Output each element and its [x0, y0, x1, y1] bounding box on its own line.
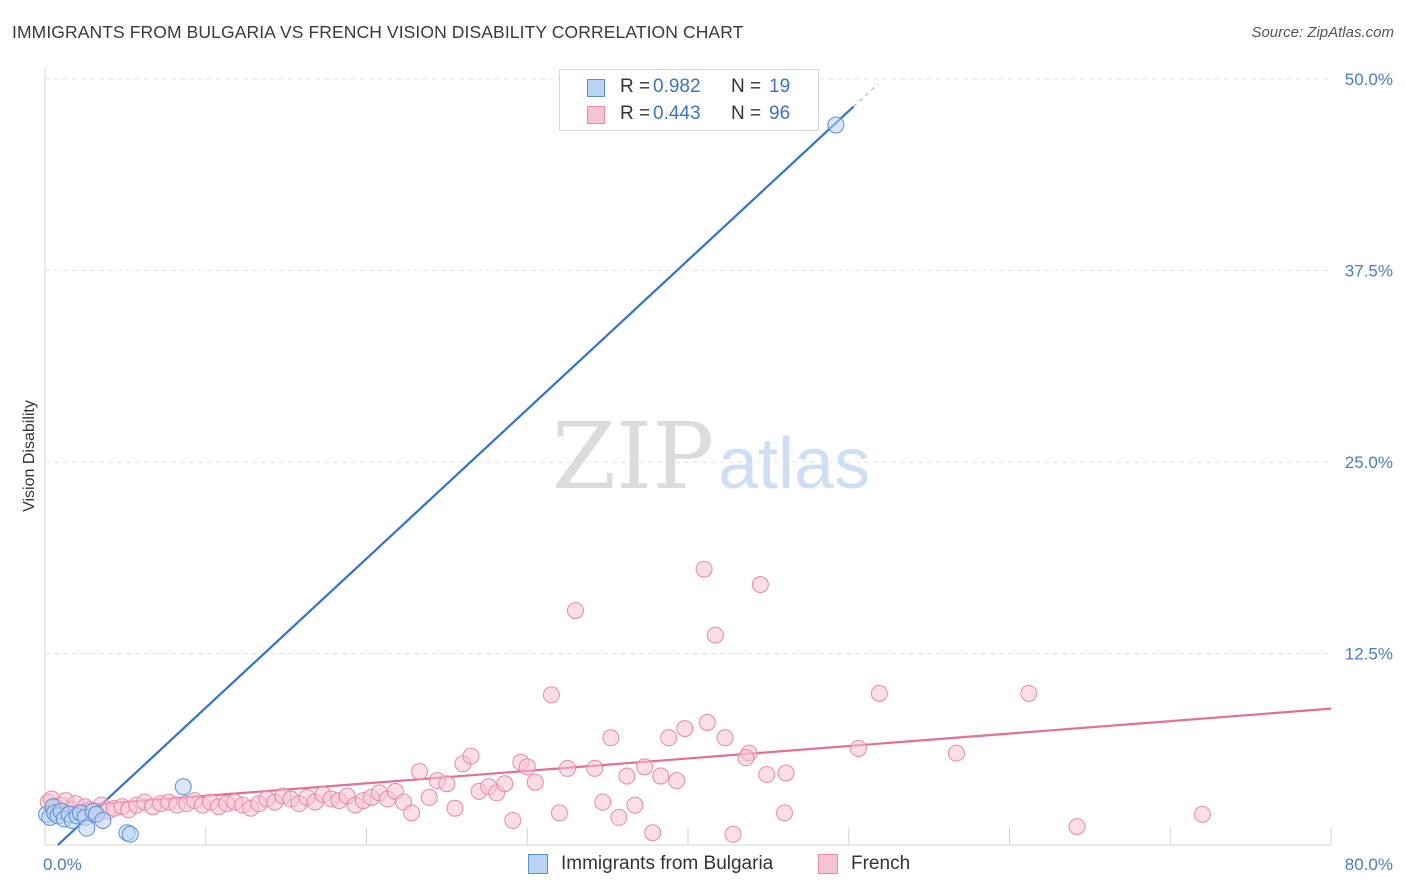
chart-title: IMMIGRANTS FROM BULGARIA VS FRENCH VISIO… — [12, 22, 744, 42]
point-bulgaria — [827, 116, 845, 134]
point-french — [751, 576, 769, 594]
point-french — [462, 747, 480, 765]
legend-n-label: N = — [731, 103, 762, 124]
point-french — [518, 758, 536, 776]
legend-r-value: 0.443 — [653, 103, 701, 124]
point-french — [550, 804, 568, 822]
legend-row-bulgaria: R = 0.982 N = 19 — [560, 74, 818, 100]
y-tick-label: 25.0% — [1345, 453, 1393, 472]
point-french — [660, 729, 678, 747]
point-bulgaria — [94, 811, 112, 829]
point-french — [446, 799, 464, 817]
point-french — [1193, 805, 1211, 823]
point-french — [1068, 818, 1086, 836]
point-bulgaria — [121, 825, 139, 843]
axis-layer — [44, 68, 1332, 846]
point-french — [504, 811, 522, 829]
point-french — [586, 759, 604, 777]
point-french — [716, 729, 734, 747]
point-french — [870, 684, 888, 702]
point-french — [420, 789, 438, 807]
point-french — [758, 766, 776, 784]
legend-swatch-bulgaria — [587, 79, 605, 97]
legend-n-value: 19 — [769, 76, 791, 97]
point-french — [706, 626, 724, 644]
point-french — [724, 825, 742, 843]
point-french — [668, 772, 686, 790]
legend-n-value: 96 — [769, 103, 791, 124]
watermark-zip: ZIP — [552, 403, 714, 510]
points-layer — [38, 116, 1211, 843]
point-french — [636, 758, 654, 776]
ticks-layer: 12.5% 25.0% 37.5% 50.0% 0.0% 80.0% — [43, 70, 1393, 874]
point-french — [676, 720, 694, 738]
point-french — [602, 729, 620, 747]
point-french — [618, 767, 636, 785]
correlation-legend: R = 0.982 N = 19 R = 0.443 N = 96 — [559, 69, 819, 131]
grid-layer — [45, 78, 1331, 654]
point-french — [849, 739, 867, 757]
bottom-legend-swatch-bulgaria — [528, 854, 548, 874]
point-french — [438, 775, 456, 793]
legend-swatch-french — [587, 106, 605, 124]
legend-r-label: R = — [620, 103, 651, 124]
point-french — [644, 824, 662, 842]
point-french — [652, 767, 670, 785]
point-french — [1020, 684, 1038, 702]
y-tick-label: 12.5% — [1345, 645, 1393, 664]
point-bulgaria — [174, 778, 192, 796]
point-french — [558, 759, 576, 777]
point-french — [411, 762, 429, 780]
point-french — [403, 804, 421, 822]
point-french — [542, 686, 560, 704]
legend-n-label: N = — [731, 76, 762, 97]
x-tick-label: 80.0% — [1345, 855, 1393, 874]
trend-line-extension — [853, 83, 879, 108]
trend-line-french — [44, 707, 1332, 810]
point-french — [698, 713, 716, 731]
point-french — [777, 764, 795, 782]
point-french — [695, 560, 713, 578]
watermark-atlas: atlas — [718, 424, 870, 504]
bottom-legend-swatch-french — [818, 854, 838, 874]
bottom-legend-label-bulgaria: Immigrants from Bulgaria — [561, 853, 774, 874]
y-tick-label: 50.0% — [1345, 70, 1393, 89]
point-french — [947, 744, 965, 762]
trend-layer — [44, 83, 1332, 846]
x-tick-label: 0.0% — [43, 855, 82, 874]
source-credit: Source: ZipAtlas.com — [1251, 24, 1394, 41]
point-french — [610, 808, 628, 826]
legend-row-french: R = 0.443 N = 96 — [560, 101, 818, 127]
y-axis-label: Vision Disability — [21, 400, 38, 512]
point-french — [526, 773, 544, 791]
bottom-legend-label-french: French — [851, 853, 911, 874]
point-french — [775, 804, 793, 822]
point-french — [626, 796, 644, 814]
point-french — [496, 775, 514, 793]
trend-line-bulgaria — [57, 105, 855, 846]
legend-r-label: R = — [620, 76, 651, 97]
y-tick-label: 37.5% — [1345, 262, 1393, 281]
point-french — [594, 793, 612, 811]
point-french — [566, 602, 584, 620]
watermark: ZIP atlas — [552, 403, 870, 510]
legend-r-value: 0.982 — [653, 76, 701, 97]
point-bulgaria — [78, 819, 96, 837]
point-french — [737, 749, 755, 767]
